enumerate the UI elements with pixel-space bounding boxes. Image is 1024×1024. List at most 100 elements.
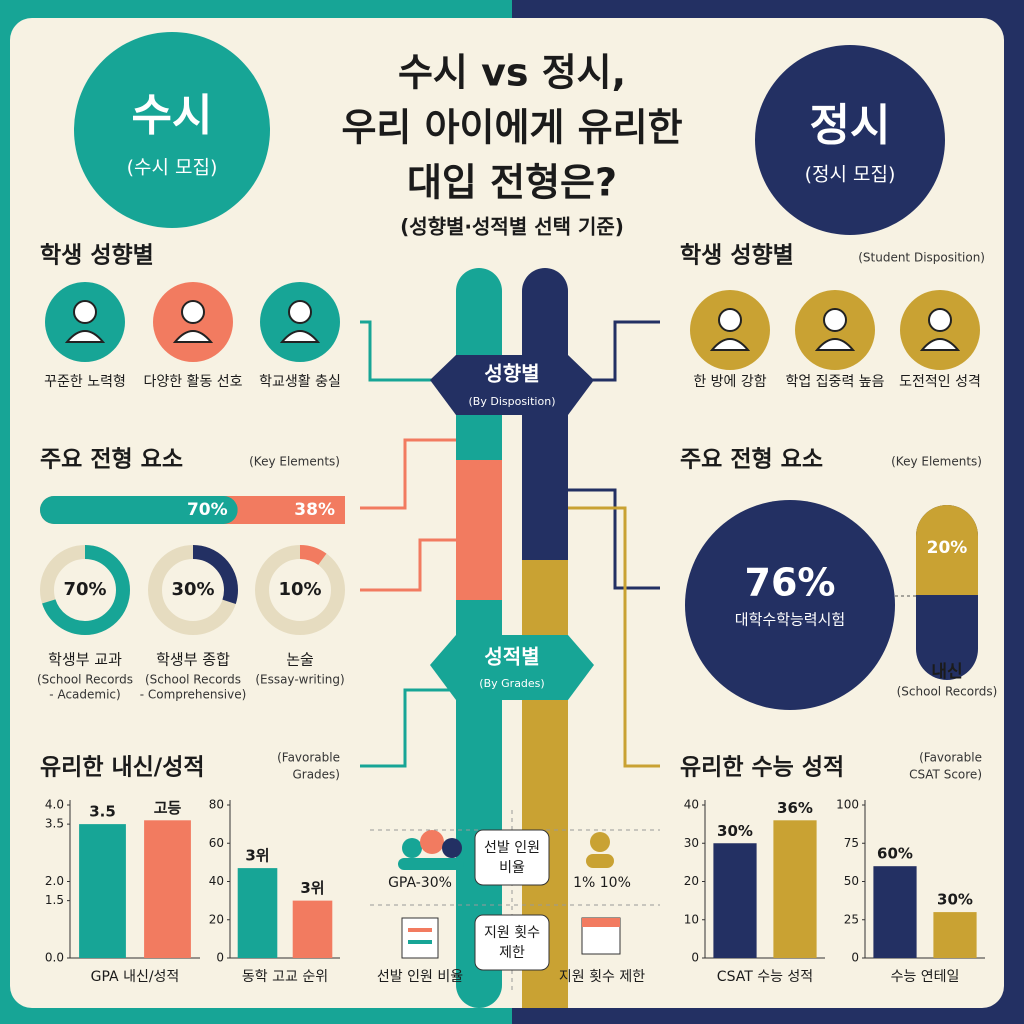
bar (873, 866, 917, 958)
bar (292, 900, 333, 958)
heading: 주요 전형 요소 (680, 447, 823, 473)
donut-name: 논술 (286, 651, 314, 669)
bottom-text: GPA-30% (388, 875, 452, 891)
icon-head (181, 300, 205, 324)
icon-label: 꾸준한 노력형 (44, 374, 126, 390)
heading: 학생 성향별 (680, 243, 794, 269)
title: 대입 전형은? (407, 161, 617, 205)
bar-label: 38% (294, 500, 335, 520)
heading-en: (Favorable (919, 751, 982, 765)
bar (773, 820, 817, 958)
bar-label: 3위 (300, 879, 324, 897)
side-en: (School Records) (897, 685, 998, 699)
bar-label: 30% (937, 891, 973, 909)
main-circle (685, 500, 895, 710)
donut-en: (Essay-writing) (255, 673, 344, 687)
box-text: 지원 횟수 (484, 925, 540, 941)
banner-label: 성향별 (484, 362, 539, 386)
heading-en: (Student Disposition) (858, 251, 985, 265)
y-tick-label: 2.0 (45, 874, 64, 888)
box-text: 선발 인원 (484, 840, 540, 856)
bar-seg (40, 496, 238, 524)
y-tick-label: 60 (209, 836, 224, 850)
heading: 유리한 수능 성적 (680, 755, 844, 781)
heading-en: (Key Elements) (891, 455, 982, 469)
y-tick-label: 75 (844, 836, 859, 850)
y-tick-label: 25 (844, 912, 859, 926)
bar-label: 60% (877, 845, 913, 863)
y-tick-label: 0 (216, 951, 224, 965)
icon-head (288, 300, 312, 324)
box-text: 제한 (499, 945, 525, 961)
banner-sub: (By Disposition) (469, 395, 556, 408)
bar-label: 3위 (245, 847, 269, 865)
y-tick-label: 50 (844, 874, 859, 888)
icon-body (709, 338, 751, 351)
icon-label: 도전적인 성격 (899, 374, 981, 390)
y-tick-label: 40 (209, 874, 224, 888)
bar-seg (237, 496, 345, 524)
box (474, 829, 550, 886)
banner-label: 성적별 (484, 645, 539, 669)
banner (430, 635, 594, 700)
title: 우리 아이에게 유리한 (341, 106, 682, 150)
x-label: GPA 내신/성적 (91, 969, 180, 985)
icon-label: 다양한 활동 선호 (143, 374, 242, 390)
icon-head (928, 308, 952, 332)
heading: 유리한 내신/성적 (40, 755, 205, 781)
y-tick-label: 0 (691, 951, 699, 965)
heading-en: CSAT Score) (909, 768, 982, 782)
badge-title: 정시 (810, 100, 891, 151)
x-label: 동학 고교 순위 (242, 969, 328, 985)
bottom-text: 지원 횟수 제한 (559, 969, 645, 985)
badge (755, 45, 945, 235)
banner (430, 355, 594, 415)
main-name: 대학수학능력시험 (735, 611, 845, 629)
donut-arc (40, 545, 130, 635)
icon-body (919, 338, 961, 351)
subtitle: (성향별·성적별 선택 기준) (400, 215, 624, 239)
heading: 주요 전형 요소 (40, 447, 183, 473)
donut-arc (255, 545, 345, 635)
bar (144, 820, 191, 958)
pill-top (916, 505, 978, 595)
bar-label: 36% (777, 799, 813, 817)
badge-sub: (수시 모집) (127, 157, 218, 179)
icon-head (823, 308, 847, 332)
icon-head (73, 300, 97, 324)
y-tick-label: 0.0 (45, 951, 64, 965)
heading: 학생 성향별 (40, 243, 154, 269)
box-text: 비율 (499, 860, 525, 876)
y-tick-label: 30 (684, 836, 699, 850)
title: 수시 vs 정시, (398, 51, 626, 95)
y-tick-label: 20 (209, 912, 224, 926)
bar-label: 70% (187, 500, 228, 520)
y-tick-label: 40 (684, 798, 699, 812)
heading-en: (Key Elements) (249, 455, 340, 469)
y-tick-label: 4.0 (45, 798, 64, 812)
bar-label: 고등 (154, 799, 182, 817)
bar-label: 3.5 (89, 803, 116, 821)
donut-label: 10% (278, 579, 321, 600)
donut-name: 학생부 종합 (156, 651, 230, 669)
pill-label: 20% (927, 538, 968, 558)
icon-body (279, 330, 321, 343)
y-tick-label: 1.5 (45, 893, 64, 907)
y-tick-label: 10 (684, 912, 699, 926)
icon-label: 학업 집중력 높음 (785, 374, 884, 390)
donut-arc (148, 545, 238, 635)
y-tick-label: 100 (836, 798, 859, 812)
icon-body (814, 338, 856, 351)
y-tick-label: 80 (209, 798, 224, 812)
main-label: 76% (745, 561, 836, 605)
y-tick-label: 0 (851, 951, 859, 965)
bar (79, 824, 126, 958)
bar (933, 912, 977, 958)
bar (713, 843, 757, 958)
banner-sub: (By Grades) (479, 677, 544, 690)
column-seg (456, 460, 502, 600)
side-name: 내신 (931, 662, 962, 682)
badge-sub: (정시 모집) (805, 164, 896, 186)
x-label: CSAT 수능 성적 (717, 969, 813, 985)
